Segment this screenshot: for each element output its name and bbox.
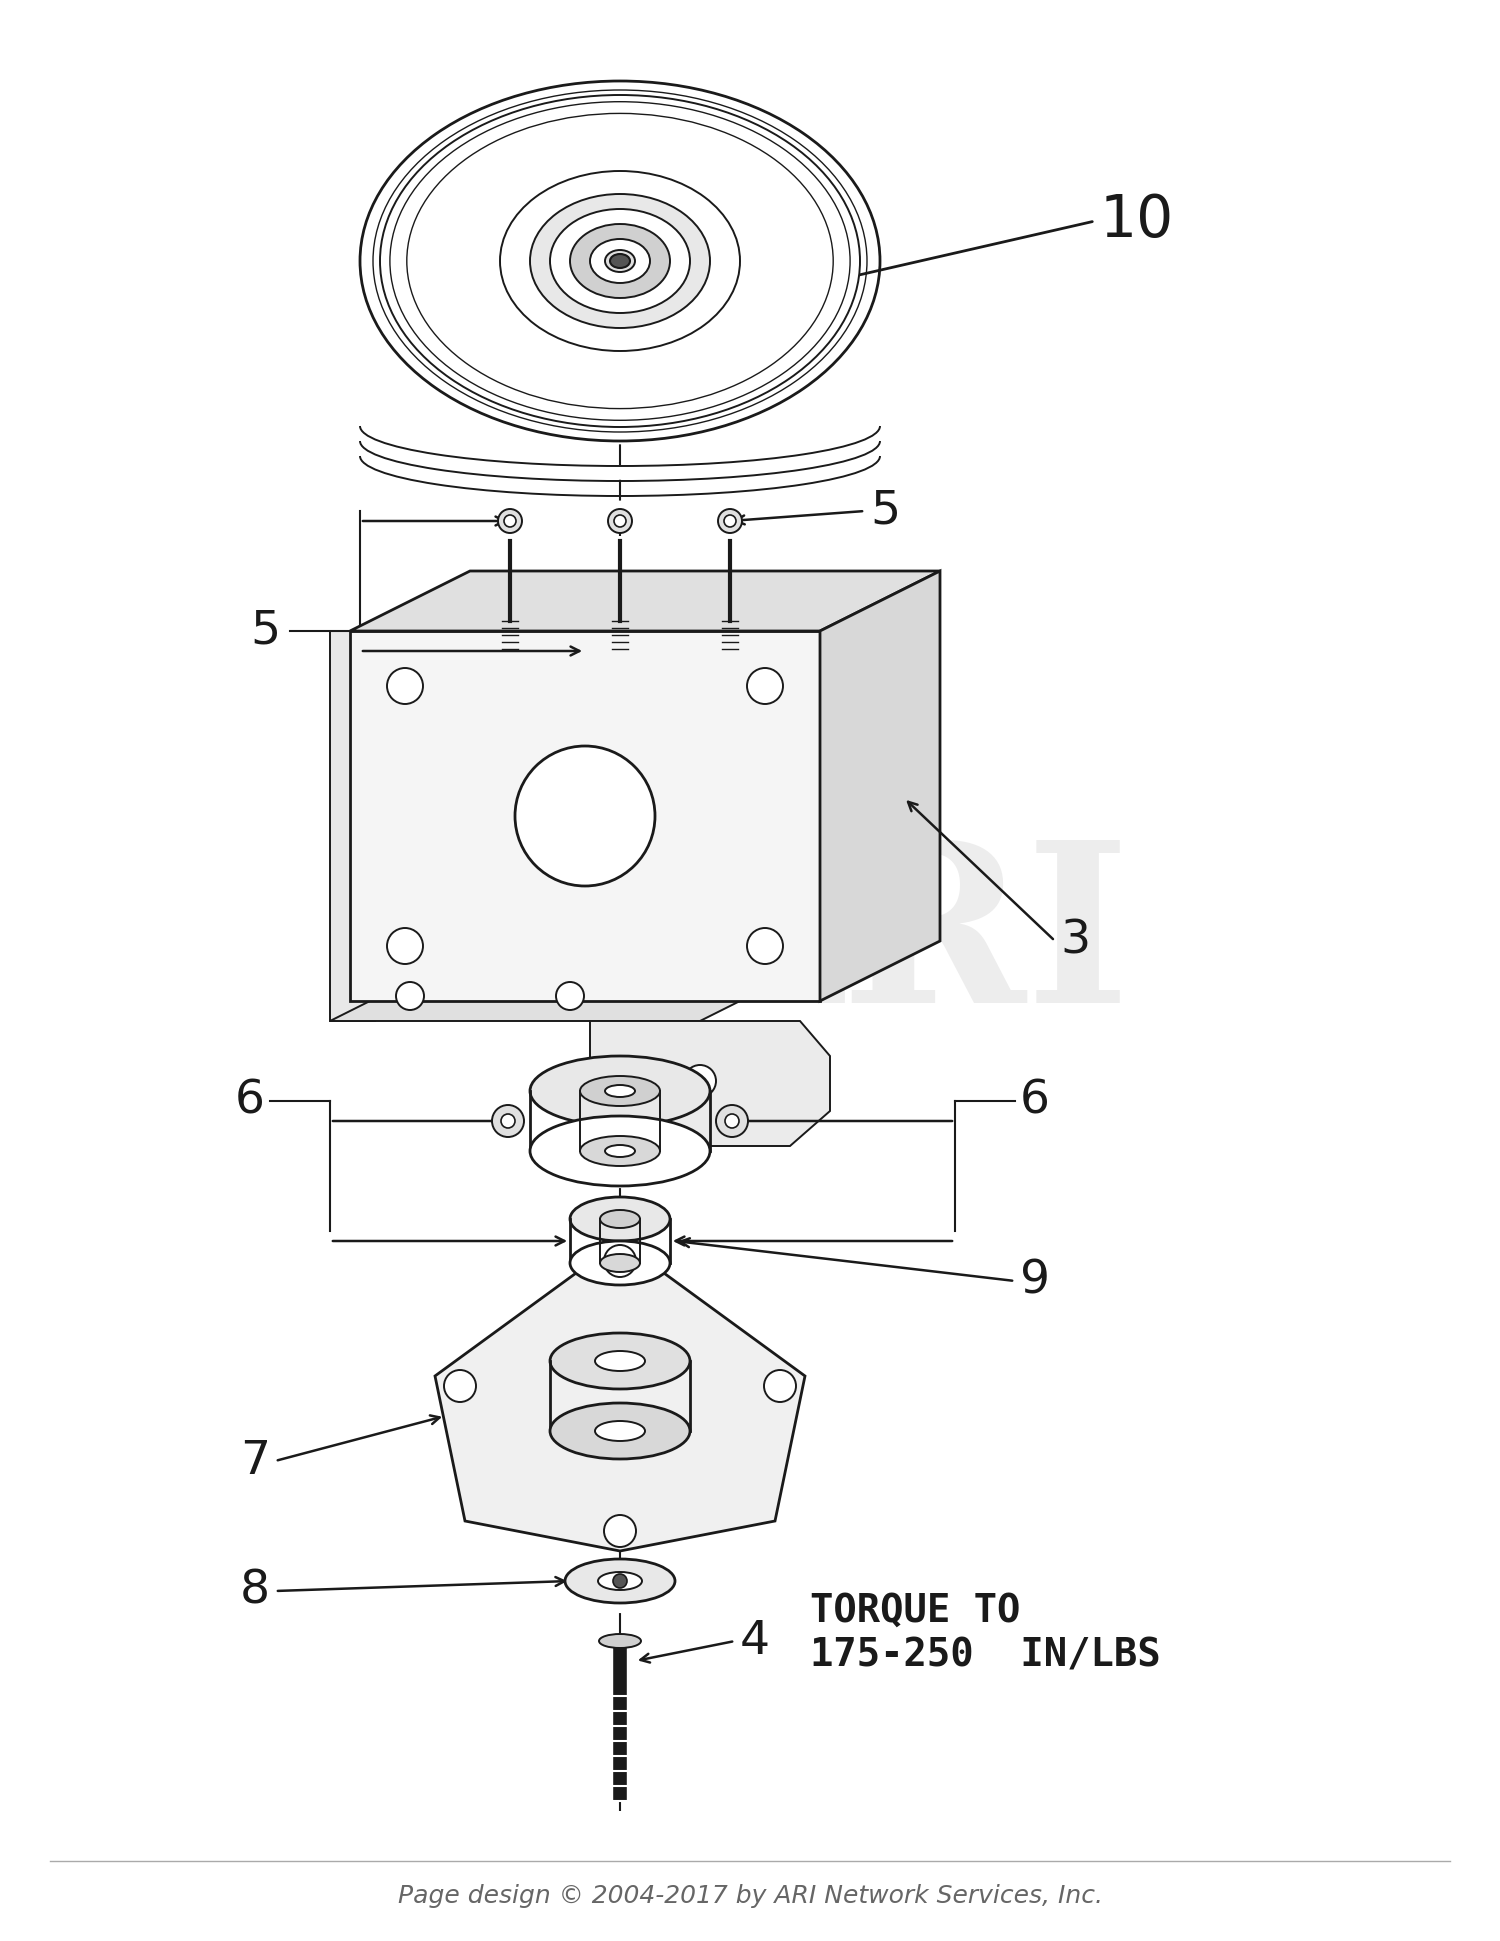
Ellipse shape: [590, 239, 650, 283]
Circle shape: [604, 1244, 636, 1277]
Polygon shape: [590, 1021, 830, 1145]
Text: 6: 6: [1020, 1079, 1050, 1124]
Circle shape: [764, 1370, 796, 1401]
Circle shape: [608, 509, 631, 534]
Ellipse shape: [550, 210, 690, 313]
Circle shape: [724, 1114, 740, 1128]
Circle shape: [396, 982, 424, 1009]
Ellipse shape: [604, 1085, 634, 1097]
Ellipse shape: [566, 1559, 675, 1603]
Polygon shape: [435, 1240, 806, 1551]
Circle shape: [718, 509, 742, 534]
Ellipse shape: [580, 1075, 660, 1106]
Ellipse shape: [380, 95, 860, 427]
Ellipse shape: [500, 171, 740, 351]
Ellipse shape: [530, 1116, 710, 1186]
Ellipse shape: [610, 254, 630, 268]
Circle shape: [387, 668, 423, 705]
Circle shape: [614, 1574, 627, 1588]
Circle shape: [504, 514, 516, 528]
Text: TORQUE TO: TORQUE TO: [810, 1592, 1020, 1630]
Text: 4: 4: [740, 1619, 770, 1663]
Text: 7: 7: [240, 1438, 270, 1483]
Ellipse shape: [570, 1240, 670, 1285]
Text: 6: 6: [236, 1079, 266, 1124]
Ellipse shape: [580, 1135, 660, 1167]
Text: 5: 5: [251, 608, 280, 654]
Ellipse shape: [600, 1254, 640, 1271]
Text: Page design © 2004-2017 by ARI Network Services, Inc.: Page design © 2004-2017 by ARI Network S…: [398, 1885, 1102, 1908]
Polygon shape: [330, 984, 772, 1021]
Polygon shape: [821, 571, 940, 1002]
Circle shape: [747, 668, 783, 705]
Ellipse shape: [360, 82, 880, 441]
Circle shape: [492, 1104, 524, 1137]
Ellipse shape: [596, 1351, 645, 1370]
Polygon shape: [330, 631, 375, 1021]
Ellipse shape: [598, 1634, 640, 1648]
Circle shape: [387, 928, 423, 965]
Ellipse shape: [604, 250, 634, 272]
Text: ARI: ARI: [669, 833, 1131, 1048]
Circle shape: [501, 1114, 515, 1128]
Circle shape: [684, 1066, 716, 1097]
Circle shape: [556, 982, 584, 1009]
Polygon shape: [350, 571, 940, 631]
Ellipse shape: [530, 1056, 710, 1126]
Ellipse shape: [600, 1209, 640, 1229]
Ellipse shape: [598, 1572, 642, 1590]
Circle shape: [498, 509, 522, 534]
Text: 8: 8: [240, 1568, 270, 1613]
Circle shape: [716, 1104, 748, 1137]
Ellipse shape: [570, 1198, 670, 1240]
FancyBboxPatch shape: [350, 631, 821, 1002]
Circle shape: [444, 1370, 476, 1401]
Text: 5: 5: [870, 489, 900, 534]
Ellipse shape: [530, 194, 710, 328]
Ellipse shape: [604, 1145, 634, 1157]
Text: 9: 9: [1020, 1258, 1050, 1304]
Circle shape: [604, 1516, 636, 1547]
Ellipse shape: [550, 1333, 690, 1390]
Text: 10: 10: [1100, 192, 1174, 250]
Text: 175-250  IN/LBS: 175-250 IN/LBS: [810, 1636, 1161, 1675]
Circle shape: [747, 928, 783, 965]
Text: 3: 3: [1060, 918, 1090, 963]
Ellipse shape: [596, 1421, 645, 1440]
Circle shape: [514, 745, 656, 885]
Ellipse shape: [550, 1403, 690, 1460]
Ellipse shape: [570, 223, 670, 299]
Circle shape: [614, 514, 626, 528]
Circle shape: [724, 514, 736, 528]
